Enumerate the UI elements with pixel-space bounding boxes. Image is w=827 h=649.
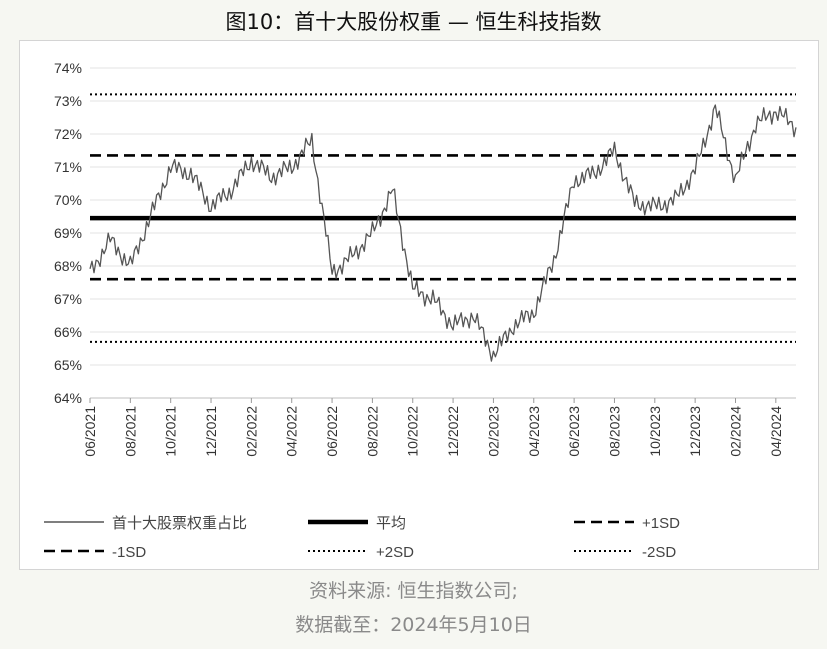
x-tick-label: 02/2024 (727, 406, 743, 457)
y-tick-label: 64% (54, 390, 82, 406)
series-line-top10-weight (89, 104, 797, 362)
x-tick-label: 10/2022 (405, 406, 421, 457)
y-tick-label: 71% (54, 159, 82, 175)
x-tick-label: 06/2022 (324, 406, 340, 457)
x-tick-label: 06/2021 (82, 406, 98, 457)
x-tick-label: 02/2023 (485, 406, 501, 457)
chart-title: 图10：首十大股份权重 — 恒生科技指数 (225, 10, 602, 34)
legend-label: -1SD (112, 544, 146, 561)
y-tick-label: 68% (54, 258, 82, 274)
data-cutoff-note: 数据截至：2024年5月10日 (295, 614, 532, 636)
x-tick-label: 08/2022 (364, 406, 380, 457)
x-tick-label: 04/2024 (768, 406, 784, 457)
x-tick-label: 06/2023 (566, 406, 582, 457)
x-tick-label: 02/2022 (243, 406, 259, 457)
x-tick-label: 10/2021 (163, 406, 179, 457)
y-tick-label: 69% (54, 225, 82, 241)
x-tick-label: 08/2023 (606, 406, 622, 457)
x-tick-label: 08/2021 (122, 406, 138, 457)
x-tick-label: 12/2022 (445, 406, 461, 457)
y-tick-label: 65% (54, 357, 82, 373)
y-tick-label: 73% (54, 93, 82, 109)
y-tick-label: 67% (54, 291, 82, 307)
x-tick-label: 04/2022 (284, 406, 300, 457)
x-tick-label: 12/2023 (687, 406, 703, 457)
legend-label: 首十大股票权重占比 (112, 515, 247, 532)
x-tick-label: 12/2021 (203, 406, 219, 457)
legend-label: 平均 (376, 515, 406, 532)
y-tick-label: 66% (54, 324, 82, 340)
x-tick-label: 04/2023 (526, 406, 542, 457)
chart-frame: 64% 65% 66% 67% 68% 69% 70% 71% 72% 73% 74% 06/2021… (19, 40, 819, 570)
y-tick-label: 70% (54, 192, 82, 208)
y-tick-label: 72% (54, 126, 82, 142)
line-chart: 64% 65% 66% 67% 68% 69% 70% 71% 72% 73% 74% 06/2021… (44, 60, 797, 561)
legend-label: +1SD (642, 515, 680, 532)
x-tick-label: 10/2023 (647, 406, 663, 457)
y-tick-label: 74% (54, 60, 82, 76)
legend-label: -2SD (642, 544, 676, 561)
legend-label: +2SD (376, 544, 414, 561)
source-note: 资料来源: 恒生指数公司; (309, 580, 518, 602)
